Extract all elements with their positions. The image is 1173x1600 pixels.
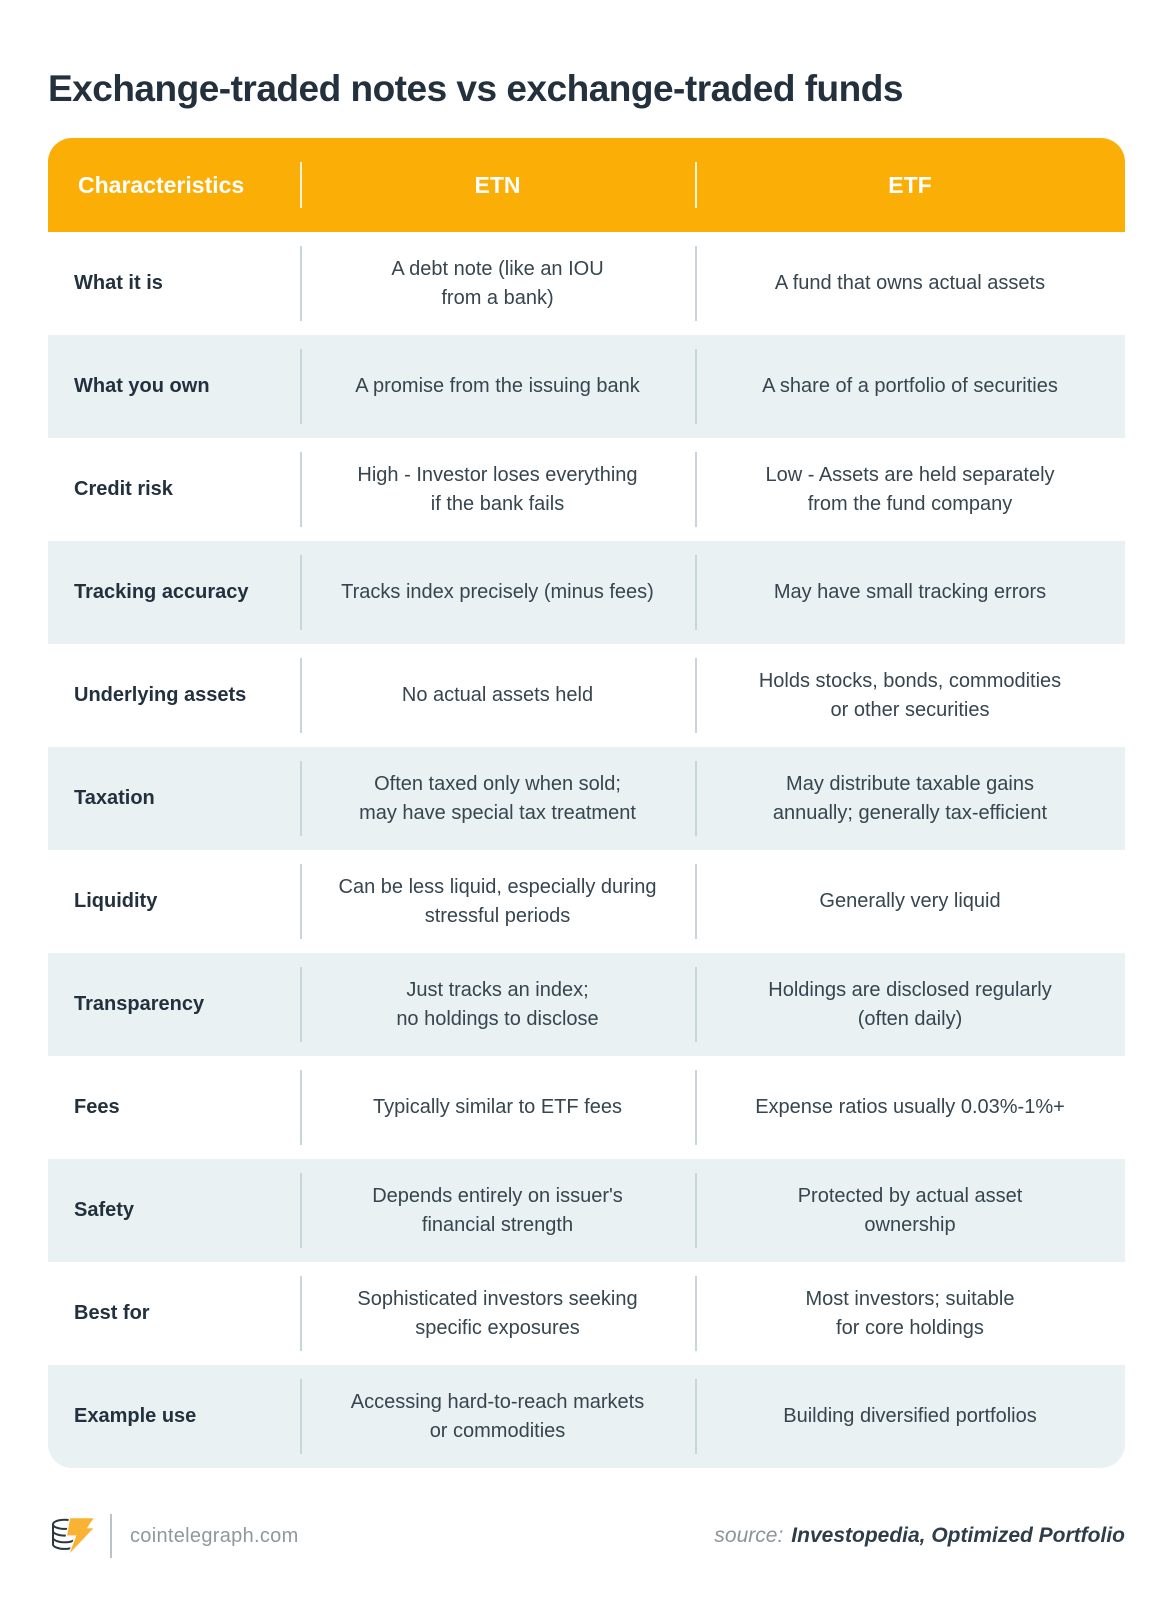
etn-cell: Typically similar to ETF fees (300, 1056, 695, 1159)
source-value: Investopedia, Optimized Portfolio (791, 1524, 1125, 1547)
etf-cell: Protected by actual asset ownership (695, 1159, 1125, 1262)
column-header-etn: ETN (300, 138, 695, 232)
table-row: Transparency Just tracks an index; no ho… (48, 953, 1125, 1056)
etn-cell: Often taxed only when sold; may have spe… (300, 747, 695, 850)
source-credit: source: Investopedia, Optimized Portfolio (714, 1524, 1125, 1548)
etf-cell: Building diversified portfolios (695, 1365, 1125, 1468)
table-row: Example use Accessing hard-to-reach mark… (48, 1365, 1125, 1468)
etf-cell: May distribute taxable gains annually; g… (695, 747, 1125, 850)
table-row: Liquidity Can be less liquid, especially… (48, 850, 1125, 953)
table-row: Safety Depends entirely on issuer's fina… (48, 1159, 1125, 1262)
cointelegraph-logo-icon (52, 1517, 97, 1557)
row-label: Safety (74, 1199, 135, 1221)
etn-cell: Sophisticated investors seeking specific… (300, 1262, 695, 1365)
table-row: What it is A debt note (like an IOU from… (48, 232, 1125, 335)
row-label: What you own (74, 375, 210, 397)
source-label: source: (714, 1524, 784, 1547)
column-header-characteristics: Characteristics (78, 171, 245, 198)
etn-cell: Tracks index precisely (minus fees) (300, 541, 695, 644)
row-label: Example use (74, 1405, 197, 1427)
etn-cell: Just tracks an index; no holdings to dis… (300, 953, 695, 1056)
row-label: Taxation (74, 787, 155, 809)
etn-cell: Can be less liquid, especially during st… (300, 850, 695, 953)
etf-cell: Low - Assets are held separately from th… (695, 438, 1125, 541)
column-header-etf: ETF (695, 138, 1125, 232)
etf-cell: May have small tracking errors (695, 541, 1125, 644)
row-label: Liquidity (74, 890, 158, 912)
footer: cointelegraph.com source: Investopedia, O… (48, 1508, 1125, 1564)
table-row: What you own A promise from the issuing … (48, 335, 1125, 438)
row-label: Transparency (74, 993, 205, 1015)
etn-cell: A debt note (like an IOU from a bank) (300, 232, 695, 335)
etn-vs-etf-table: Characteristics ETN ETF What it is A deb… (48, 138, 1125, 1468)
etn-cell: High - Investor loses everything if the … (300, 438, 695, 541)
etn-cell: A promise from the issuing bank (300, 335, 695, 438)
row-label: Fees (74, 1096, 120, 1118)
footer-divider (110, 1514, 112, 1558)
site-name: cointelegraph.com (130, 1524, 299, 1547)
etf-cell: Most investors; suitable for core holdin… (695, 1262, 1125, 1365)
etf-cell: Generally very liquid (695, 850, 1125, 953)
page-title: Exchange-traded notes vs exchange-traded… (48, 67, 903, 109)
row-label: Best for (74, 1302, 150, 1324)
etf-cell: A share of a portfolio of securities (695, 335, 1125, 438)
table-header-row: Characteristics ETN ETF (48, 138, 1125, 232)
row-label: Underlying assets (74, 684, 247, 706)
etf-cell: A fund that owns actual assets (695, 232, 1125, 335)
row-label: Tracking accuracy (74, 581, 249, 603)
table-row: Fees Typically similar to ETF fees Expen… (48, 1056, 1125, 1159)
row-label: What it is (74, 272, 163, 294)
table-row: Best for Sophisticated investors seeking… (48, 1262, 1125, 1365)
table-row: Credit risk High - Investor loses everyt… (48, 438, 1125, 541)
table-row: Underlying assets No actual assets held … (48, 644, 1125, 747)
etn-cell: Depends entirely on issuer's financial s… (300, 1159, 695, 1262)
etf-cell: Holds stocks, bonds, commodities or othe… (695, 644, 1125, 747)
table-row: Tracking accuracy Tracks index precisely… (48, 541, 1125, 644)
etf-cell: Expense ratios usually 0.03%-1%+ (695, 1056, 1125, 1159)
row-label: Credit risk (74, 478, 173, 500)
table-row: Taxation Often taxed only when sold; may… (48, 747, 1125, 850)
etn-cell: Accessing hard-to-reach markets or commo… (300, 1365, 695, 1468)
etf-cell: Holdings are disclosed regularly (often … (695, 953, 1125, 1056)
etn-cell: No actual assets held (300, 644, 695, 747)
